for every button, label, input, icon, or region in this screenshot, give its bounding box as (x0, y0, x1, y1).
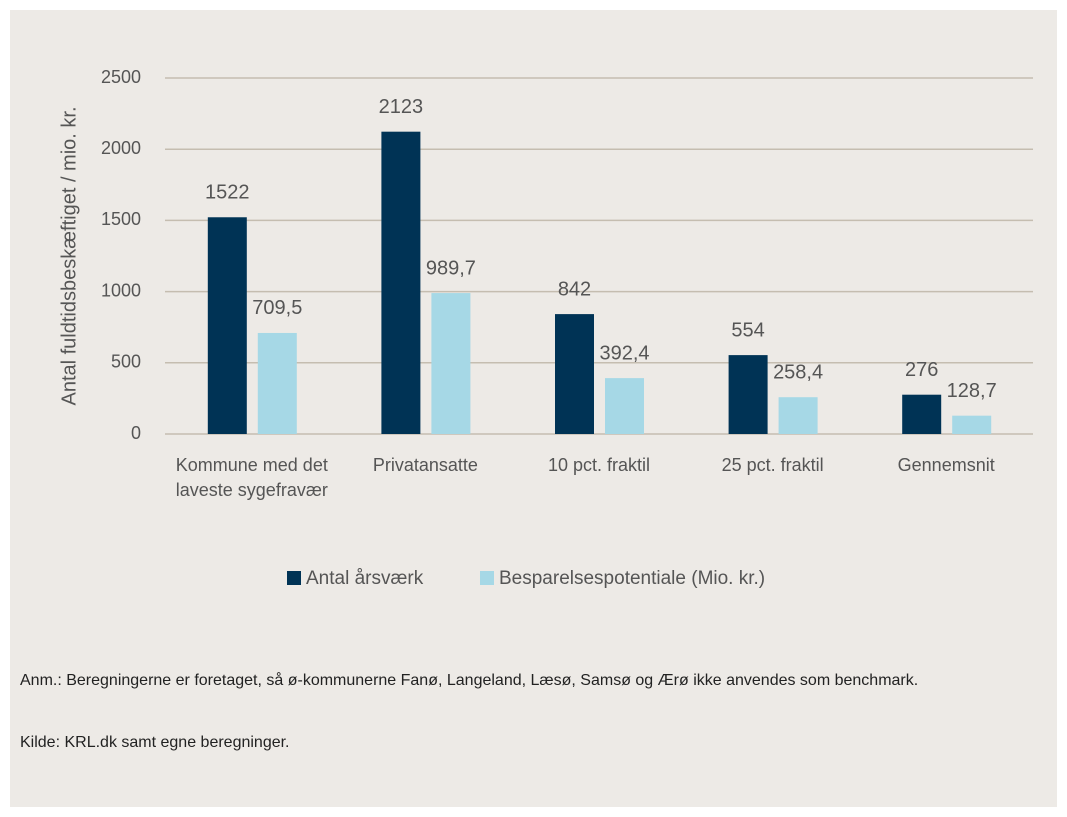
x-tick-label: Privatansatte (372, 455, 478, 475)
data-label: 1522 (205, 182, 250, 204)
bar (257, 332, 297, 434)
y-tick-label: 1500 (101, 209, 141, 229)
x-tick-label: 25 pct. fraktil (721, 455, 824, 475)
legend-swatch (480, 571, 494, 585)
data-label: 258,4 (773, 361, 823, 383)
y-tick-label: 2500 (101, 67, 141, 87)
bar (431, 293, 471, 434)
legend-swatch (287, 571, 301, 585)
source: Kilde: KRL.dk samt egne beregninger. (20, 734, 290, 751)
x-tick-label: Kommune med det laveste sygefravær (175, 455, 328, 500)
data-label: 2123 (379, 96, 424, 118)
data-label: 276 (905, 359, 938, 381)
bar (952, 415, 992, 434)
note: Anm.: Beregningerne er foretaget, så ø-k… (20, 672, 919, 689)
y-tick-label: 0 (131, 423, 141, 443)
y-tick-label: 2000 (101, 138, 141, 158)
bar (207, 217, 247, 434)
bar (381, 131, 421, 434)
legend-label: Besparelsespotentiale (Mio. kr.) (499, 568, 765, 589)
data-label: 128,7 (947, 380, 997, 402)
data-label: 709,5 (252, 297, 302, 319)
bar (605, 378, 644, 434)
y-tick-label: 500 (111, 352, 141, 372)
bar (555, 314, 594, 434)
legend-label: Antal årsværk (306, 568, 424, 589)
data-label: 554 (731, 319, 764, 341)
bar (728, 355, 768, 434)
data-label: 989,7 (426, 257, 476, 279)
y-axis-label: Antal fuldtidsbeskæftiget / mio. kr. (58, 106, 80, 405)
chart-panel (10, 10, 1057, 807)
x-tick-label: 10 pct. fraktil (547, 455, 651, 475)
data-label: 392,4 (599, 342, 649, 364)
data-label: 842 (558, 278, 591, 300)
y-tick-label: 1000 (101, 280, 141, 300)
x-tick-label: Gennemsnit (897, 455, 995, 475)
bar (778, 397, 818, 434)
bar (902, 394, 942, 434)
